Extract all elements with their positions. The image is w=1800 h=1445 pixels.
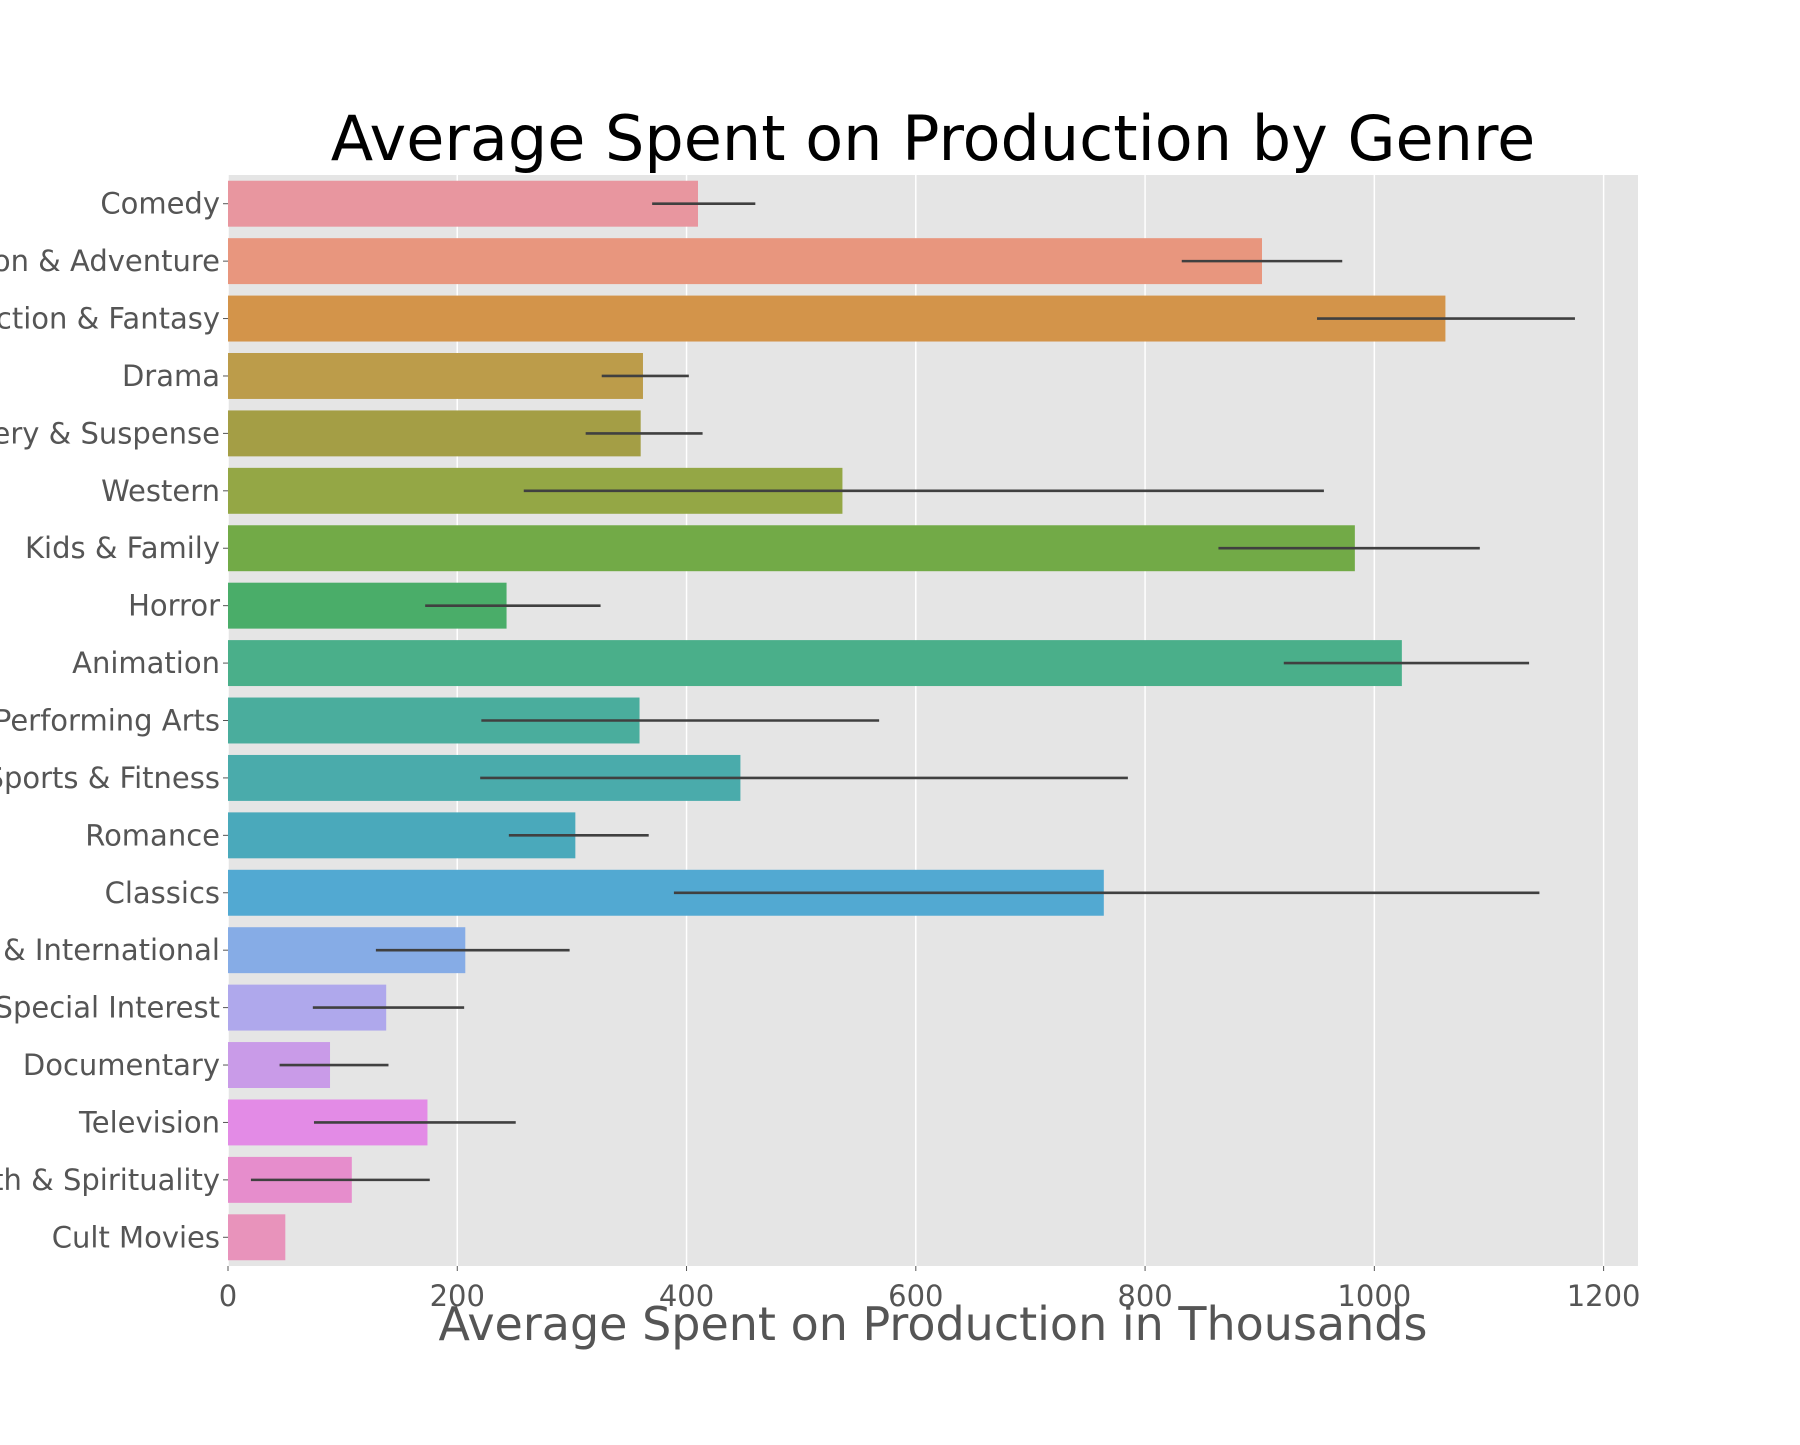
y-tick-label-4: Mystery & Suspense xyxy=(0,416,220,450)
y-tick-label-11: Romance xyxy=(85,818,220,852)
x-tick-label-0: 0 xyxy=(219,1279,237,1313)
y-tick-label-15: Documentary xyxy=(23,1048,220,1082)
bar-18 xyxy=(228,1214,286,1261)
y-tick-label-8: Animation xyxy=(72,646,220,680)
y-tick-label-9: Musical & Performing Arts xyxy=(0,704,220,738)
bar-4 xyxy=(228,410,641,457)
x-tick-labels: 0 200 400 600 800 1000 1200 xyxy=(219,1266,1641,1313)
y-tick-label-14: Special Interest xyxy=(0,991,220,1025)
y-tick-label-2: Science Fiction & Fantasy xyxy=(0,302,220,336)
y-tick-labels: Comedy Action & Adventure Science Fiction … xyxy=(0,187,228,1254)
y-tick-label-16: Television xyxy=(78,1105,220,1139)
y-tick-label-18: Cult Movies xyxy=(52,1220,220,1254)
y-tick-label-5: Western xyxy=(101,474,220,508)
x-tick-label-2: 400 xyxy=(659,1279,714,1313)
x-tick-label-3: 600 xyxy=(888,1279,943,1313)
bar-0 xyxy=(228,180,698,227)
x-axis-label: Average Spent on Production in Thousands xyxy=(439,1297,1428,1351)
y-tick-label-3: Drama xyxy=(122,359,220,393)
y-tick-label-17: Faith & Spirituality xyxy=(0,1163,220,1197)
x-tick-label-1: 200 xyxy=(430,1279,485,1313)
chart-title: Average Spent on Production by Genre xyxy=(331,102,1536,175)
bar-6 xyxy=(228,525,1355,572)
bar-3 xyxy=(228,353,643,399)
bar-2 xyxy=(228,295,1446,342)
bar-8 xyxy=(228,640,1402,687)
x-tick-label-5: 1000 xyxy=(1337,1279,1411,1313)
bar-1 xyxy=(228,238,1262,285)
x-tick-label-6: 1200 xyxy=(1567,1279,1641,1313)
x-tick-label-4: 800 xyxy=(1117,1279,1172,1313)
y-tick-label-10: Sports & Fitness xyxy=(0,761,220,795)
error-bars xyxy=(250,202,1575,1182)
y-tick-label-6: Kids & Family xyxy=(25,531,220,565)
bars xyxy=(228,180,1446,1261)
y-tick-label-7: Horror xyxy=(128,589,220,623)
y-tick-label-0: Comedy xyxy=(100,187,220,221)
y-tick-label-12: Classics xyxy=(105,876,220,910)
y-tick-label-1: Action & Adventure xyxy=(0,244,220,278)
y-tick-label-13: Art House & International xyxy=(0,933,220,967)
